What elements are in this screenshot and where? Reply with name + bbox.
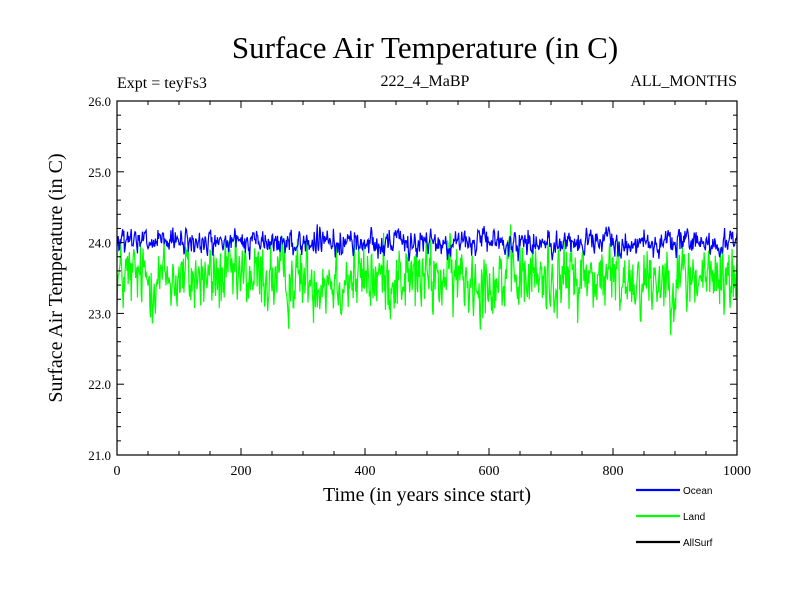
x-tick-label: 200 [231, 464, 252, 479]
x-tick-label: 0 [114, 464, 121, 479]
x-tick-label: 400 [355, 464, 376, 479]
legend-label-land: Land [683, 512, 705, 523]
x-tick-label: 1000 [723, 464, 751, 479]
legend-label-allsurf: AllSurf [683, 538, 713, 549]
x-axis: 0 200 400 600 800 1000 [114, 101, 751, 479]
series-line-land [116, 224, 738, 336]
y-tick-label: 25.0 [88, 165, 111, 180]
y-axis-label: Surface Air Temperature (in C) [45, 153, 67, 402]
y-axis: 21.0 22.0 23.0 24.0 25.0 26.0 [88, 94, 737, 463]
legend-label-ocean: Ocean [683, 486, 712, 497]
series-ocean [116, 224, 738, 262]
series-land [116, 224, 738, 336]
y-tick-label: 21.0 [88, 448, 111, 463]
experiment-label: Expt = teyFs3 [117, 75, 207, 92]
x-tick-label: 600 [479, 464, 500, 479]
months-label: ALL_MONTHS [630, 73, 737, 90]
x-axis-label: Time (in years since start) [323, 484, 531, 506]
x-tick-label: 800 [603, 464, 624, 479]
plot-area: 21.0 22.0 23.0 24.0 25.0 26.0 0 200 400 600 800 10… [88, 94, 751, 479]
legend: Ocean Land AllSurf [636, 486, 713, 549]
y-tick-label: 26.0 [88, 94, 111, 109]
series-line-ocean [116, 224, 738, 262]
y-tick-label: 22.0 [88, 377, 111, 392]
period-label: 222_4_MaBP [381, 73, 470, 90]
y-tick-label: 23.0 [88, 306, 111, 321]
y-tick-label: 24.0 [88, 236, 111, 251]
chart-title: Surface Air Temperature (in C) [232, 30, 618, 65]
